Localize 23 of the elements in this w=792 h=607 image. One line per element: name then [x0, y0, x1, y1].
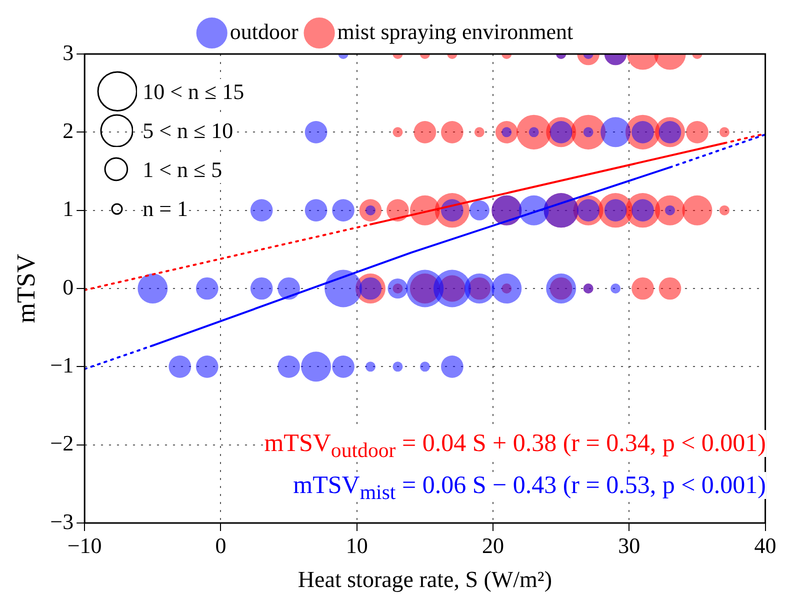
legend-label: 1 < n ≤ 5 [142, 156, 222, 182]
y-tick-label: 0 [62, 274, 74, 300]
y-tick-label: 3 [62, 40, 74, 65]
y-tick-label: 2 [62, 118, 74, 143]
y-axis-title: mTSV [11, 254, 40, 324]
annotation: mTSV$_{outdoor}$ = 0.04 S + 0.38 (r = 0.34, p < 0.001) [264, 430, 766, 462]
y-tick-label: −2 [50, 430, 74, 456]
series-label: outdoor [230, 18, 299, 44]
annotation: mTSV$_{mist}$ = 0.06 S − 0.43 (r = 0.53, p < 0.001) [293, 472, 766, 504]
legend-label: 10 < n ≤ 15 [142, 78, 244, 104]
y-tick-label: 1 [62, 196, 74, 222]
legend-label: mist spraying environment [337, 18, 574, 44]
x-axis-title: Heat storage rate, S (W/m²) [298, 567, 552, 592]
x-tick-label: −10 [67, 532, 102, 558]
x-tick-label: 0 [215, 532, 226, 558]
y-tick-label: −1 [50, 352, 74, 378]
x-tick-label: 20 [482, 532, 504, 558]
legend-label: n = 1 [142, 196, 188, 222]
x-tick-label: 30 [618, 532, 640, 558]
x-tick-label: 10 [346, 532, 368, 558]
x-tick-label: 40 [754, 532, 776, 558]
legend-label: 5 < n ≤ 10 [142, 118, 234, 144]
y-tick-label: −3 [50, 508, 74, 534]
